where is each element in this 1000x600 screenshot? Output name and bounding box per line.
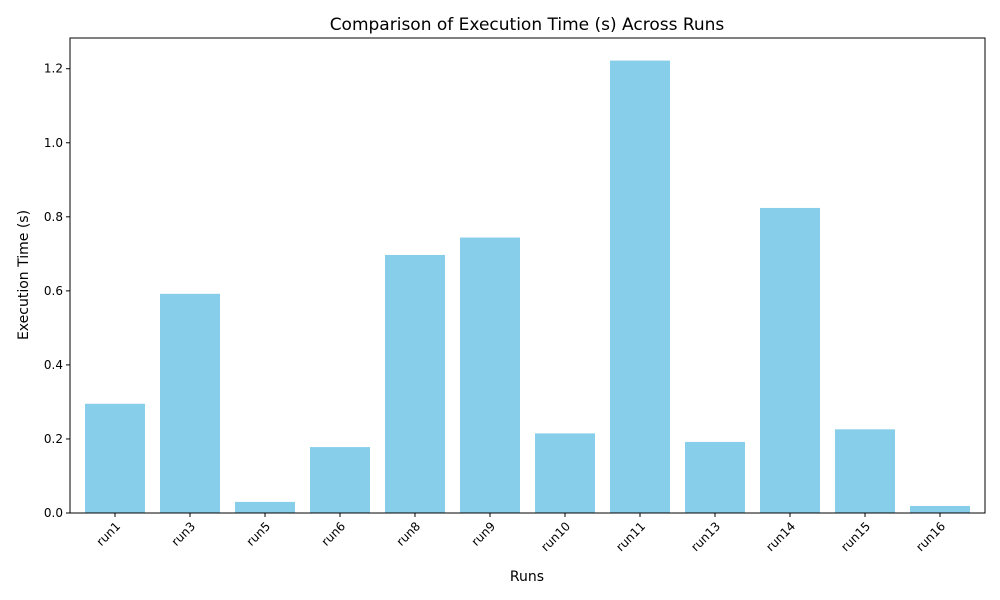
y-tick-label: 0.2 — [44, 432, 63, 446]
x-tick-label: run3 — [169, 519, 199, 549]
x-tick-label: run15 — [838, 519, 873, 554]
x-axis: run1 run3 run5 run6 run8 run9 run10 run11 run13 r… — [94, 513, 948, 554]
bar-run1 — [85, 403, 145, 513]
plot-frame — [69, 37, 986, 514]
y-axis: 0.0 0.2 0.4 0.6 0.8 1.0 1.2 — [44, 62, 70, 520]
y-tick-label: 0.6 — [44, 284, 63, 298]
y-axis-title: Execution Time (s) — [16, 210, 32, 340]
bar-run14 — [760, 207, 820, 513]
y-tick-label: 0.8 — [44, 210, 63, 224]
bar-run10 — [535, 433, 595, 513]
chart-title: Comparison of Execution Time (s) Across … — [330, 15, 725, 35]
bar-run15 — [835, 429, 895, 513]
x-tick-label: run11 — [613, 519, 648, 554]
y-tick-label: 1.2 — [44, 62, 63, 76]
bar-run13 — [685, 441, 745, 513]
x-tick-label: run10 — [538, 519, 573, 554]
y-tick-label: 0.0 — [44, 506, 63, 520]
y-tick-label: 0.4 — [44, 358, 63, 372]
x-tick-label: run5 — [244, 519, 274, 549]
x-tick-label: run9 — [469, 519, 499, 549]
bar-run5 — [235, 501, 295, 513]
bar-run6 — [310, 447, 370, 513]
bar-group — [85, 60, 970, 514]
bar-run3 — [160, 293, 220, 513]
bar-run8 — [385, 254, 445, 513]
y-tick-label: 1.0 — [44, 136, 63, 150]
x-tick-label: run6 — [319, 519, 349, 549]
x-tick-label: run13 — [688, 519, 723, 554]
bar-run16 — [910, 505, 970, 513]
bar-run11 — [610, 60, 670, 513]
x-tick-label: run14 — [763, 519, 798, 554]
x-tick-label: run1 — [94, 519, 124, 549]
x-tick-label: run16 — [913, 519, 948, 554]
bar-run9 — [460, 237, 520, 514]
x-tick-label: run8 — [394, 519, 424, 549]
x-axis-title: Runs — [510, 569, 544, 585]
